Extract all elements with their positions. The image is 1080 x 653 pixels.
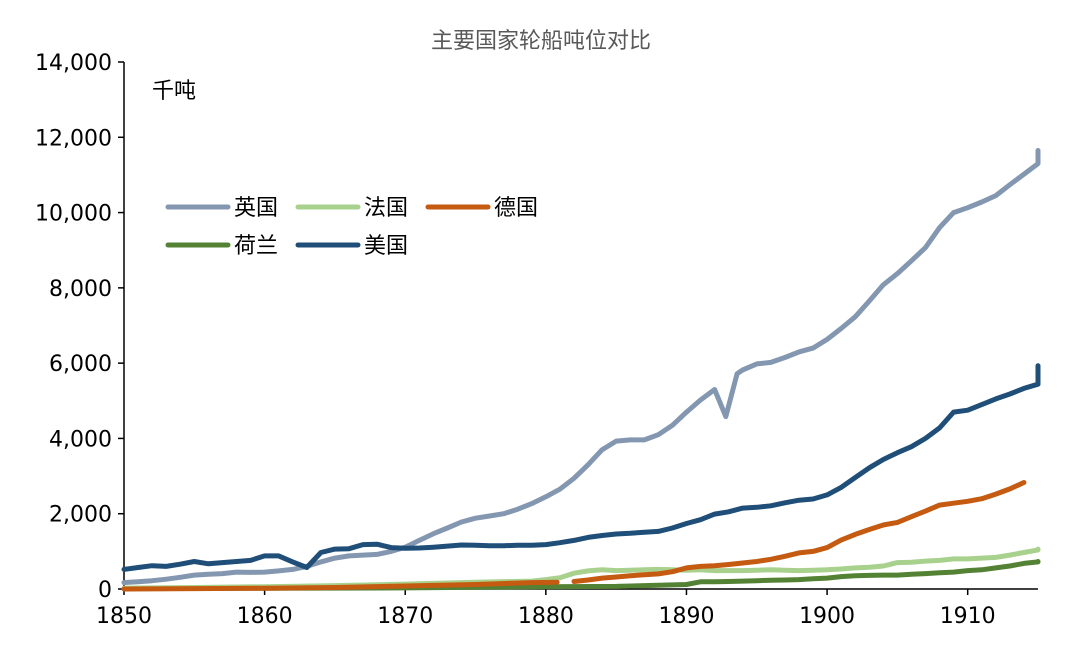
axes: 0 2,000 4,000 6,000 8,000 10,000 12,000 14,000 1… <box>35 51 1038 629</box>
series-line-4 <box>121 363 1041 572</box>
legend-label: 法国 <box>364 196 408 221</box>
series-line-3 <box>121 559 1041 592</box>
y-tick-label: 12,000 <box>35 126 112 151</box>
x-tick-label: 1860 <box>237 604 293 629</box>
x-tick-label: 1910 <box>940 604 996 629</box>
x-tick-label: 1900 <box>799 604 855 629</box>
y-tick-label: 2,000 <box>49 503 112 528</box>
legend-label: 荷兰 <box>234 234 278 259</box>
legend-label: 德国 <box>494 196 538 221</box>
y-tick-label: 14,000 <box>35 51 112 76</box>
series-line-0 <box>121 148 1041 586</box>
x-tick-label: 1880 <box>518 604 574 629</box>
x-tick-label: 1870 <box>377 604 433 629</box>
y-tick-label: 6,000 <box>49 352 112 377</box>
legend-label: 美国 <box>364 234 408 259</box>
series-line-1 <box>121 546 1041 591</box>
x-tick-label: 1890 <box>658 604 714 629</box>
legend-label: 英国 <box>234 196 278 221</box>
series-line-2 <box>121 480 1027 592</box>
series-layer <box>121 148 1041 592</box>
chart-title: 主要国家轮船吨位对比 <box>431 29 651 54</box>
y-tick-label: 8,000 <box>49 277 112 302</box>
y-tick-label: 4,000 <box>49 427 112 452</box>
x-tick-label: 1850 <box>96 604 152 629</box>
y-tick-label: 10,000 <box>35 202 112 227</box>
unit-label: 千吨 <box>152 79 196 104</box>
y-tick-label: 0 <box>98 578 112 603</box>
